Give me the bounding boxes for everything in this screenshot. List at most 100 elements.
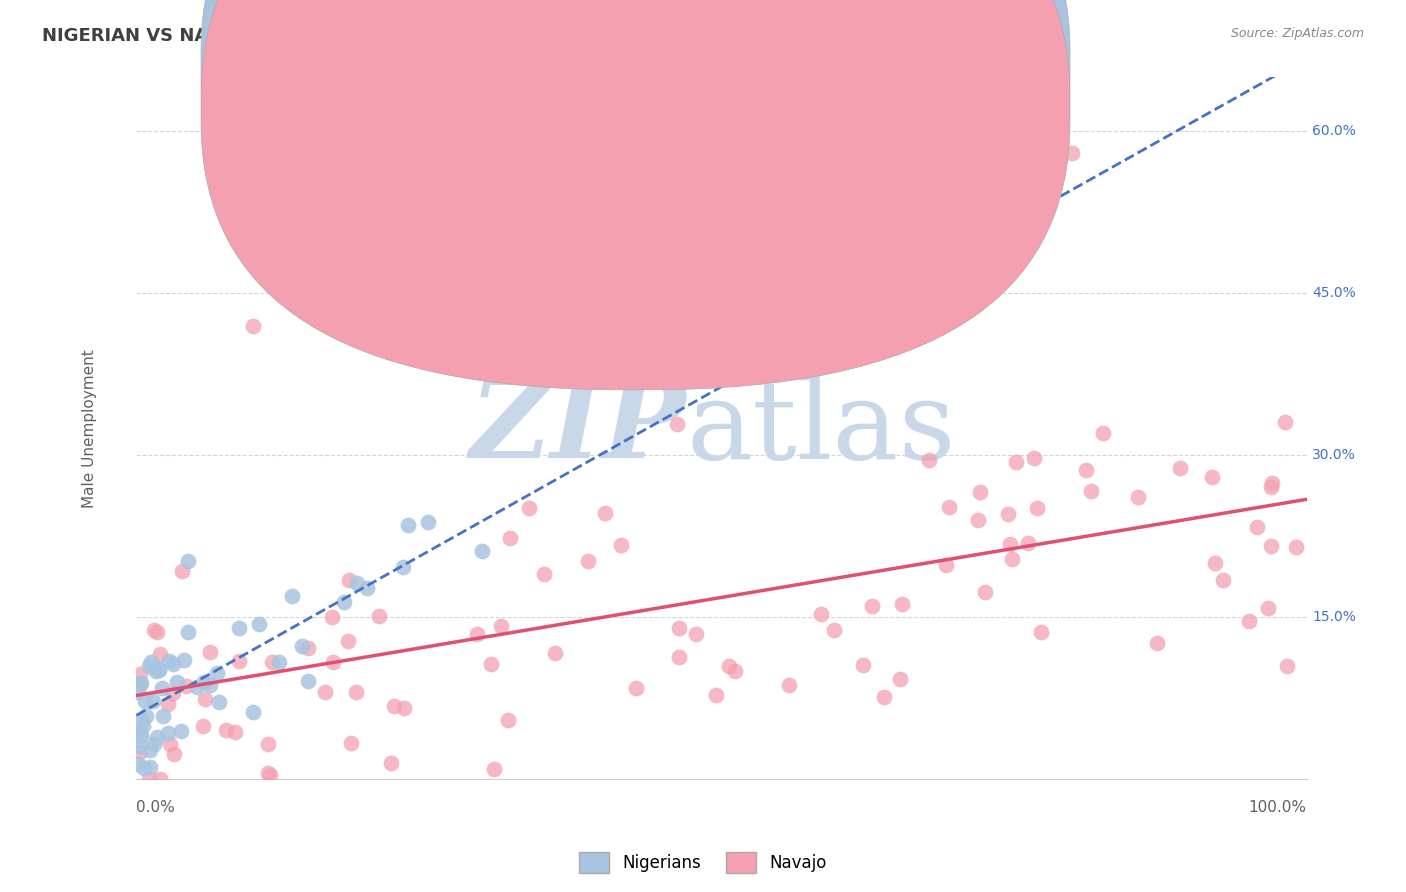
Point	[1260, 475, 1282, 490]
Text: atlas: atlas	[686, 375, 956, 482]
Point	[938, 500, 960, 514]
Point	[479, 657, 502, 671]
Point	[138, 772, 160, 786]
Point	[262, 656, 284, 670]
Point	[128, 680, 150, 694]
Point	[873, 690, 896, 705]
Point	[259, 768, 281, 782]
Point	[127, 757, 149, 772]
Point	[142, 694, 165, 708]
Point	[173, 653, 195, 667]
Point	[159, 737, 181, 751]
Point	[967, 513, 990, 527]
Point	[1212, 574, 1234, 588]
Point	[1029, 624, 1052, 639]
Point	[200, 678, 222, 692]
Text: 100.0%: 100.0%	[1249, 800, 1306, 815]
Point	[228, 621, 250, 635]
Point	[150, 681, 173, 696]
Point	[132, 760, 155, 774]
Point	[193, 675, 215, 690]
Point	[163, 747, 186, 762]
Text: R = 0.394   N = 51: R = 0.394 N = 51	[657, 55, 814, 73]
Point	[544, 646, 567, 660]
Point	[346, 576, 368, 591]
Point	[148, 662, 170, 676]
Point	[148, 663, 170, 677]
Point	[131, 676, 153, 690]
Point	[778, 678, 800, 692]
Point	[129, 745, 152, 759]
Point	[1260, 539, 1282, 553]
Point	[214, 723, 236, 738]
Point	[247, 617, 270, 632]
Point	[224, 725, 246, 739]
Point	[467, 627, 489, 641]
Point	[191, 719, 214, 733]
Point	[174, 679, 197, 693]
Point	[134, 694, 156, 708]
Point	[969, 485, 991, 500]
Point	[891, 597, 914, 611]
Point	[152, 709, 174, 723]
Text: Source: ZipAtlas.com: Source: ZipAtlas.com	[1230, 27, 1364, 40]
Point	[1080, 483, 1102, 498]
Text: 30.0%: 30.0%	[1312, 448, 1357, 462]
Point	[339, 573, 361, 587]
Point	[314, 685, 336, 699]
Point	[162, 657, 184, 671]
Point	[149, 647, 172, 661]
Point	[346, 685, 368, 699]
Point	[340, 736, 363, 750]
Point	[149, 772, 172, 786]
Point	[918, 452, 941, 467]
Point	[146, 625, 169, 640]
Point	[1168, 461, 1191, 475]
Point	[139, 743, 162, 757]
Point	[593, 507, 616, 521]
Point	[129, 729, 152, 743]
Legend: Nigerians, Navajo: Nigerians, Navajo	[572, 846, 834, 880]
Point	[177, 553, 200, 567]
Point	[498, 713, 520, 727]
Text: R = 0.373   N = 99: R = 0.373 N = 99	[657, 100, 814, 118]
Point	[142, 737, 165, 751]
Point	[1126, 490, 1149, 504]
Point	[145, 664, 167, 678]
Point	[810, 607, 832, 622]
Point	[533, 567, 555, 582]
Point	[973, 585, 995, 599]
Point	[172, 564, 194, 578]
Point	[998, 537, 1021, 551]
Point	[704, 688, 727, 702]
Point	[1257, 601, 1279, 615]
Point	[135, 708, 157, 723]
Point	[1004, 455, 1026, 469]
Point	[852, 658, 875, 673]
Point	[1239, 614, 1261, 628]
Point	[356, 581, 378, 595]
Point	[242, 705, 264, 719]
Point	[1025, 500, 1047, 515]
Point	[380, 756, 402, 770]
Point	[139, 656, 162, 670]
Point	[471, 543, 494, 558]
Point	[257, 738, 280, 752]
Point	[609, 538, 631, 552]
Point	[125, 685, 148, 699]
Point	[156, 726, 179, 740]
Point	[138, 659, 160, 673]
Point	[322, 656, 344, 670]
Point	[145, 730, 167, 744]
Point	[129, 676, 152, 690]
Point	[935, 558, 957, 572]
Point	[297, 673, 319, 688]
Point	[143, 623, 166, 637]
Point	[519, 500, 541, 515]
Point	[336, 634, 359, 648]
Point	[823, 623, 845, 637]
Point	[1001, 552, 1024, 566]
Point	[176, 624, 198, 639]
Point	[1260, 480, 1282, 494]
Point	[1274, 416, 1296, 430]
